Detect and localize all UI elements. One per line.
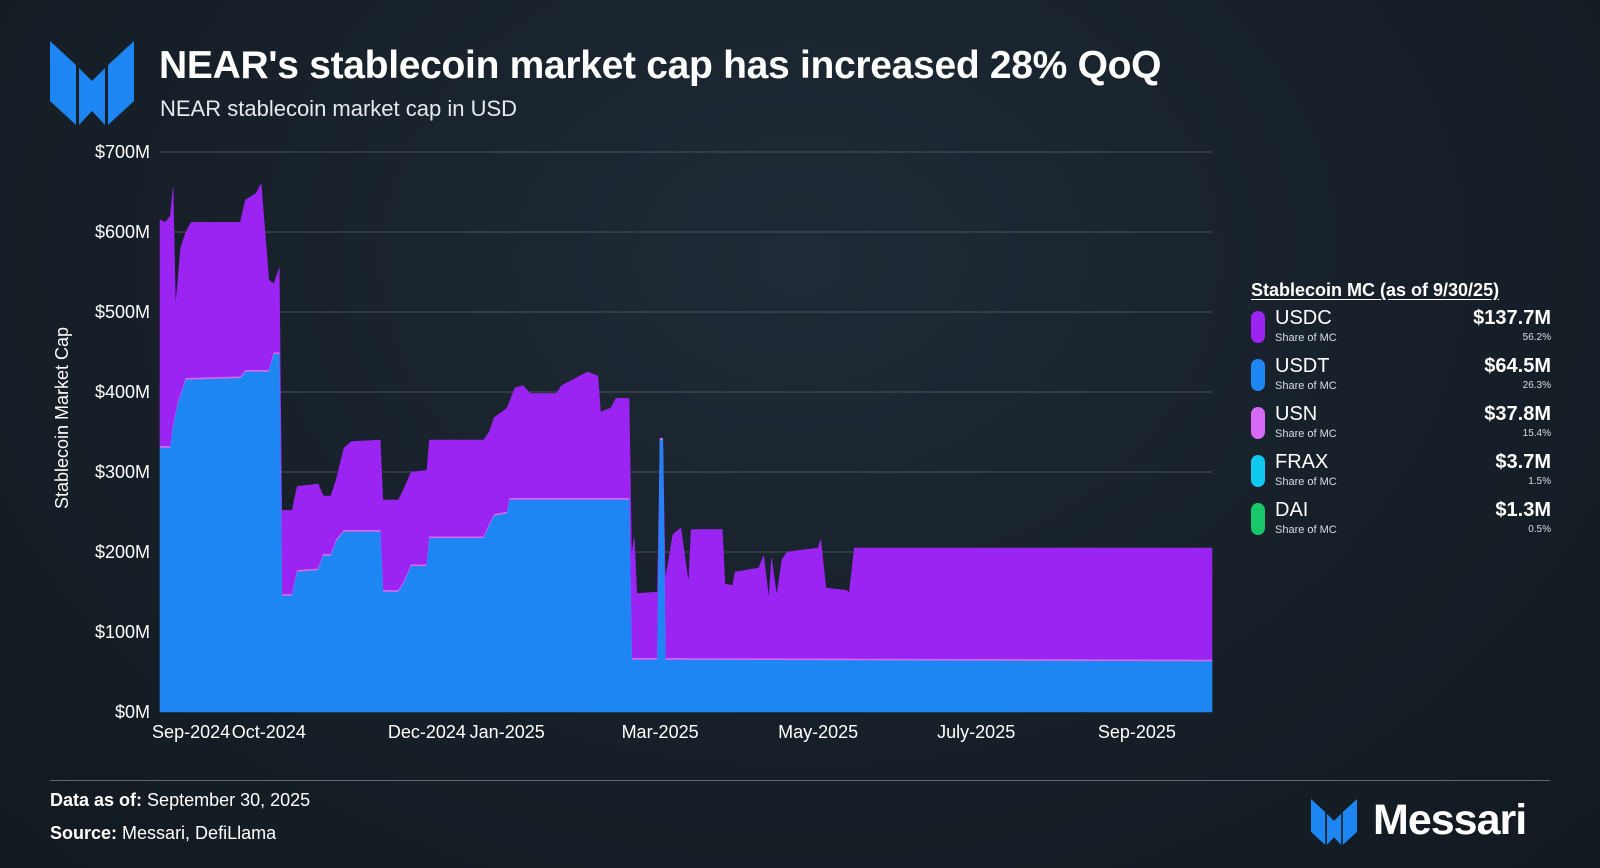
legend-value: $37.8M xyxy=(1484,403,1551,425)
y-tick-label: $500M xyxy=(95,302,150,322)
source-label: Source: xyxy=(50,823,118,843)
y-axis-label: Stablecoin Market Cap xyxy=(52,327,72,509)
page-title: NEAR's stablecoin market cap has increas… xyxy=(159,44,1162,87)
x-tick-label: Dec-2024 xyxy=(388,722,466,742)
x-tick-label: May-2025 xyxy=(778,722,858,742)
x-tick-label: Sep-2025 xyxy=(1098,722,1176,742)
area-usdt xyxy=(159,354,1213,713)
messari-brand-icon xyxy=(1311,799,1357,845)
y-tick-label: $400M xyxy=(95,382,150,402)
legend-share: 15.4% xyxy=(1522,428,1551,439)
legend-items: USDC Share of MC $137.7M 56.2% USDT Share of … xyxy=(1251,301,1551,541)
legend-swatch xyxy=(1251,455,1265,487)
legend-share: 26.3% xyxy=(1522,380,1551,391)
legend-value: $64.5M xyxy=(1484,355,1551,377)
y-tick-label: $700M xyxy=(95,142,150,162)
legend-share-label: Share of MC xyxy=(1275,332,1337,344)
legend-share-label: Share of MC xyxy=(1275,380,1337,392)
legend-name: USDC xyxy=(1275,307,1332,329)
legend-share-label: Share of MC xyxy=(1275,476,1337,488)
y-tick-label: $300M xyxy=(95,462,150,482)
data-as-of-value: September 30, 2025 xyxy=(147,790,311,810)
legend-swatch xyxy=(1251,311,1265,343)
legend-item-dai: DAI Share of MC $1.3M 0.5% xyxy=(1251,493,1551,541)
y-tick-label: $0M xyxy=(115,702,150,722)
legend-swatch xyxy=(1251,503,1265,535)
x-tick-label: July-2025 xyxy=(937,722,1015,742)
legend-name: USN xyxy=(1275,403,1318,425)
y-tick-label: $100M xyxy=(95,622,150,642)
x-tick-label: Mar-2025 xyxy=(622,722,699,742)
legend-title: Stablecoin MC (as of 9/30/25) xyxy=(1251,280,1500,300)
legend-share: 0.5% xyxy=(1528,524,1551,535)
legend-name: FRAX xyxy=(1275,451,1329,473)
data-as-of-label: Data as of: xyxy=(50,790,143,810)
footer-divider xyxy=(50,780,1550,781)
x-axis-ticks: Sep-2024 Oct-2024 Dec-2024 Jan-2025 Mar-2025… xyxy=(152,722,1176,742)
legend-name: DAI xyxy=(1275,499,1309,521)
data-as-of: Data as of: September 30, 2025 xyxy=(50,790,310,811)
chart-areas xyxy=(159,183,1213,713)
legend-value: $3.7M xyxy=(1495,451,1551,473)
brand-name: Messari xyxy=(1373,796,1527,844)
legend-item-usdt: USDT Share of MC $64.5M 26.3% xyxy=(1251,349,1551,397)
y-tick-label: $600M xyxy=(95,222,150,242)
legend-share-label: Share of MC xyxy=(1275,524,1337,536)
legend-value: $137.7M xyxy=(1473,307,1551,329)
x-tick-label: Sep-2024 xyxy=(152,722,230,742)
x-tick-label: Jan-2025 xyxy=(470,722,545,742)
legend-item-usn: USN Share of MC $37.8M 15.4% xyxy=(1251,397,1551,445)
legend-swatch xyxy=(1251,359,1265,391)
y-tick-label: $200M xyxy=(95,542,150,562)
legend-value: $1.3M xyxy=(1495,499,1551,521)
messari-logo-icon xyxy=(50,41,134,125)
y-axis-ticks: $0M $100M $200M $300M $400M $500M $600M $700M xyxy=(95,142,150,722)
page-subtitle: NEAR stablecoin market cap in USD xyxy=(160,96,518,121)
legend-item-frax: FRAX Share of MC $3.7M 1.5% xyxy=(1251,445,1551,493)
legend-item-usdc: USDC Share of MC $137.7M 56.2% xyxy=(1251,301,1551,349)
legend-name: USDT xyxy=(1275,355,1330,377)
source-line: Source: Messari, DefiLlama xyxy=(50,823,276,844)
legend-share: 56.2% xyxy=(1522,332,1551,343)
legend-share: 1.5% xyxy=(1528,476,1551,487)
chart-legend: Stablecoin MC (as of 9/30/25) USDC Share … xyxy=(1251,280,1551,541)
source-value: Messari, DefiLlama xyxy=(122,823,277,843)
legend-share-label: Share of MC xyxy=(1275,428,1337,440)
legend-swatch xyxy=(1251,407,1265,439)
x-tick-label: Oct-2024 xyxy=(232,722,306,742)
